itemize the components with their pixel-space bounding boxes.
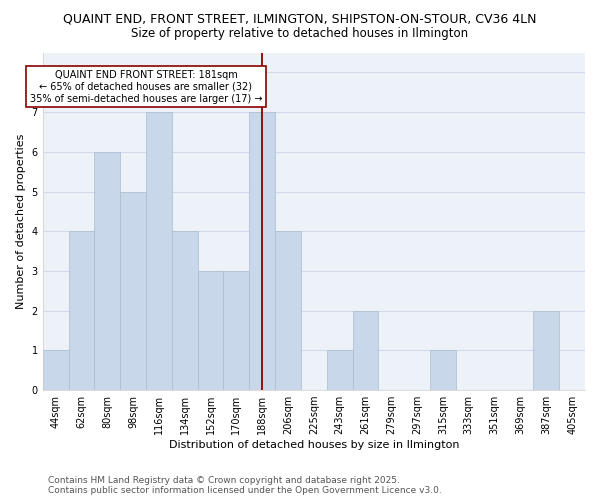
Bar xyxy=(327,350,353,390)
Bar xyxy=(249,112,275,390)
Bar xyxy=(197,271,223,390)
Bar xyxy=(353,310,379,390)
Bar xyxy=(533,310,559,390)
Y-axis label: Number of detached properties: Number of detached properties xyxy=(16,134,26,309)
Bar xyxy=(275,231,301,390)
Bar xyxy=(223,271,249,390)
Text: QUAINT END FRONT STREET: 181sqm
← 65% of detached houses are smaller (32)
35% of: QUAINT END FRONT STREET: 181sqm ← 65% of… xyxy=(30,70,262,104)
Bar xyxy=(146,112,172,390)
Text: Size of property relative to detached houses in Ilmington: Size of property relative to detached ho… xyxy=(131,28,469,40)
X-axis label: Distribution of detached houses by size in Ilmington: Distribution of detached houses by size … xyxy=(169,440,459,450)
Text: Contains HM Land Registry data © Crown copyright and database right 2025.
Contai: Contains HM Land Registry data © Crown c… xyxy=(48,476,442,495)
Bar xyxy=(172,231,197,390)
Bar xyxy=(68,231,94,390)
Bar xyxy=(120,192,146,390)
Bar xyxy=(43,350,68,390)
Bar xyxy=(94,152,120,390)
Bar xyxy=(430,350,456,390)
Text: QUAINT END, FRONT STREET, ILMINGTON, SHIPSTON-ON-STOUR, CV36 4LN: QUAINT END, FRONT STREET, ILMINGTON, SHI… xyxy=(63,12,537,26)
